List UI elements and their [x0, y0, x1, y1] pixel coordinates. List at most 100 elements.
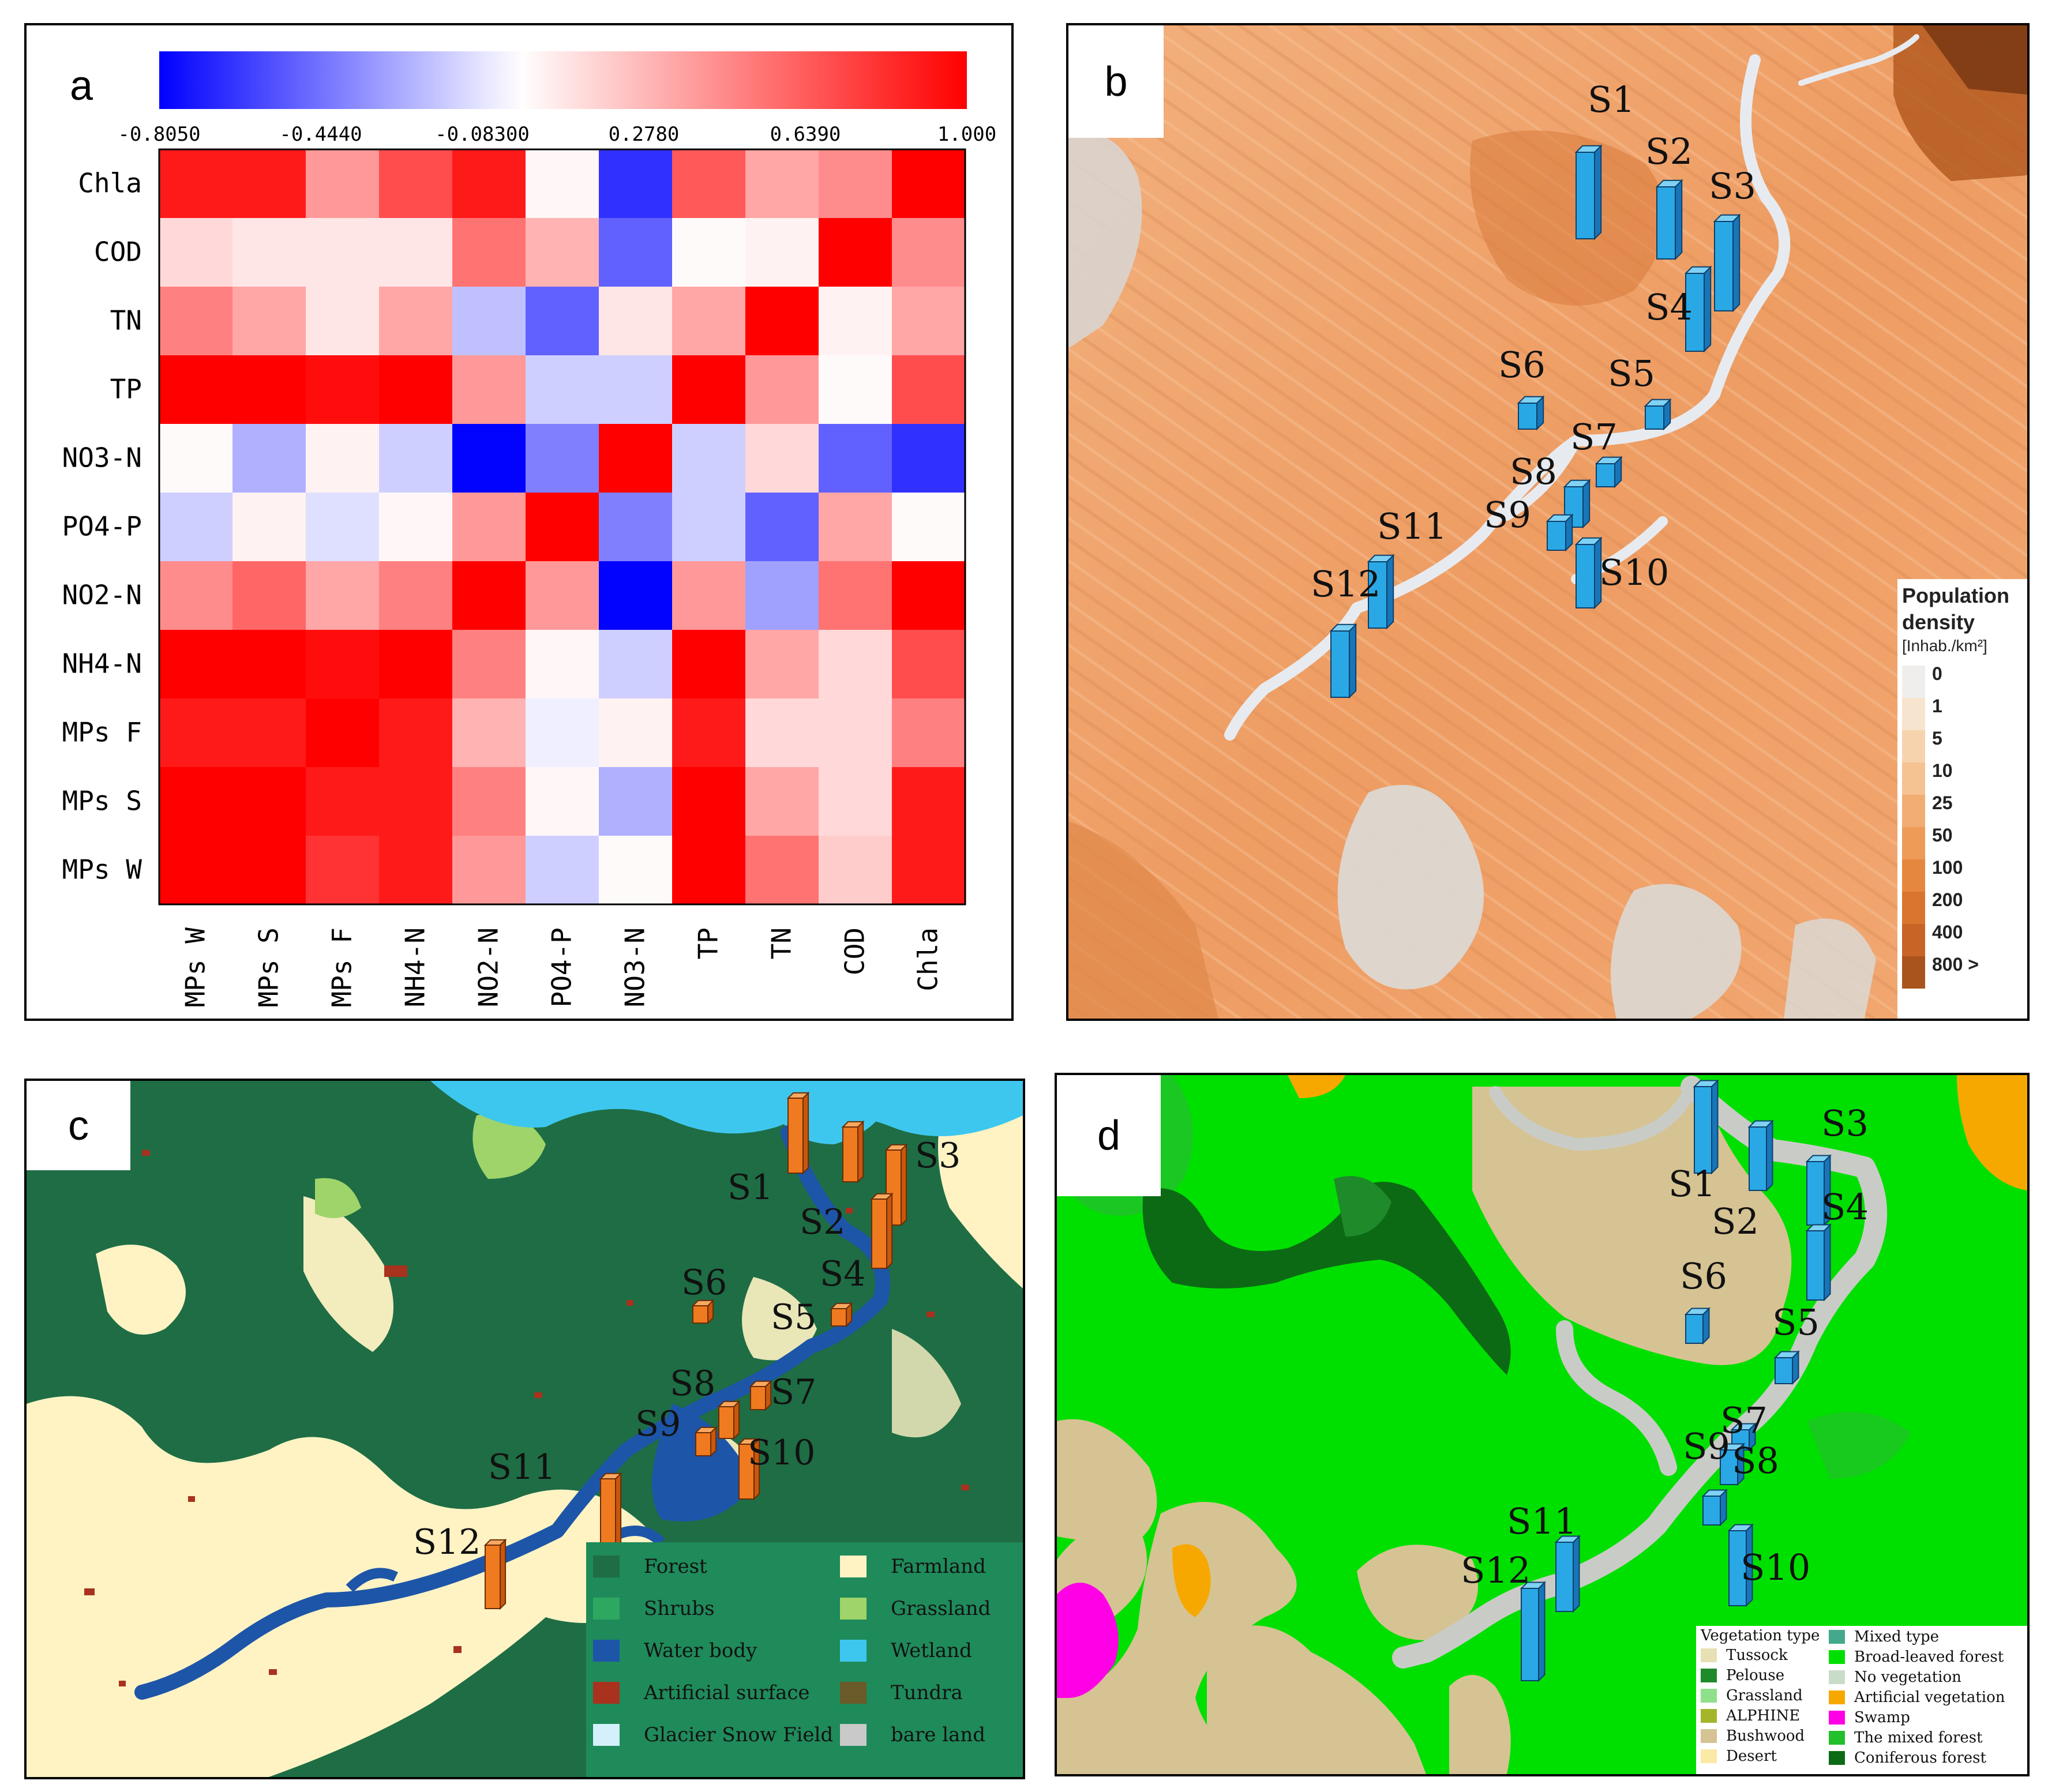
legend-item: Coniferous forest	[1829, 1749, 2025, 1767]
column-label: Chla	[913, 927, 944, 991]
legend-swatch	[1829, 1751, 1845, 1765]
heatmap-cell	[745, 698, 819, 768]
site-bar	[485, 1545, 501, 1609]
heatmap-cell	[452, 767, 526, 836]
panel-b: b S1 S2 S3 S4 S5 S6 S7 S8	[1066, 23, 2030, 1021]
heatmap-cell	[379, 698, 453, 768]
legend-label: Artificial surface	[644, 1681, 810, 1704]
legend-value: 50	[1932, 825, 1953, 846]
legend-title: Vegetation type	[1701, 1627, 1820, 1644]
legend-label: Desert	[1726, 1748, 1777, 1765]
legend-unit: [Inhab./km²]	[1902, 637, 1987, 655]
site-bar-side	[1766, 1119, 1773, 1192]
site-label: S5	[1772, 1301, 1820, 1343]
bushwood-area	[1207, 1625, 1426, 1774]
legend-label: Water body	[644, 1639, 757, 1662]
heatmap-cell	[892, 218, 966, 287]
site-bar	[1806, 1230, 1825, 1301]
heatmap-cell	[672, 561, 746, 630]
site-bar	[738, 1444, 755, 1500]
heatmap-cell	[892, 493, 966, 562]
legend-label: Forest	[644, 1555, 707, 1578]
low-density-area	[1611, 884, 1742, 1019]
heatmap-cell	[379, 287, 453, 356]
legend-item: Water body	[593, 1637, 757, 1665]
artificial-vegetation-area	[1957, 1075, 2027, 1190]
farmland-area	[303, 1196, 393, 1352]
site-bar	[1596, 463, 1615, 487]
heatmap-cell	[452, 630, 526, 699]
heatmap-cell	[526, 698, 599, 768]
heatmap-cell	[819, 836, 892, 905]
heatmap-cell	[452, 561, 526, 630]
column-label: NO2-N	[473, 927, 504, 1007]
site-label: S10	[748, 1433, 815, 1473]
site-label: S8	[1732, 1440, 1779, 1482]
site-bar	[1685, 1314, 1704, 1344]
site-label: S1	[727, 1167, 773, 1208]
site-label: S2	[800, 1202, 845, 1242]
row-label: MPs W	[62, 854, 142, 885]
legend-item: Grassland	[1701, 1687, 1897, 1704]
heatmap-cell	[745, 287, 819, 356]
colorbar-tick-label: 0.6390	[770, 123, 841, 146]
legend-value: 800 >	[1932, 954, 1979, 975]
heatmap-cell	[306, 561, 380, 630]
site-bar-side	[1675, 179, 1683, 261]
site-bar-side	[1538, 1581, 1546, 1682]
legend-item: ALPHINE	[1701, 1707, 1897, 1725]
site-bar-side	[1349, 623, 1357, 699]
site-bar	[1547, 521, 1566, 551]
heatmap-cell	[892, 836, 966, 905]
legend-label: Grassland	[1726, 1687, 1803, 1704]
dense-area	[1470, 130, 1666, 306]
heatmap-cell	[159, 149, 233, 219]
site-bar	[695, 1432, 711, 1456]
low-density-area	[1784, 918, 1876, 1019]
grassland-area	[472, 1113, 546, 1179]
site-bar	[1749, 1126, 1767, 1191]
heatmap-cell	[745, 630, 819, 699]
heatmap-cell	[892, 698, 966, 768]
heatmap-cell	[232, 424, 306, 493]
artificial-vegetation-area	[1172, 1544, 1211, 1617]
site-label: S4	[820, 1254, 865, 1294]
heatmap-cell	[599, 218, 673, 287]
legend-item: The mixed forest	[1829, 1729, 2025, 1746]
site-label: S10	[1741, 1546, 1810, 1588]
heatmap-cell	[892, 561, 966, 630]
colorbar-tick-label: -0.4440	[279, 123, 362, 146]
site-bar-side	[901, 1143, 907, 1227]
heatmap-cell	[306, 355, 380, 424]
heatmap-cell	[306, 218, 380, 287]
site-bar-side	[1704, 265, 1712, 353]
legend-swatch	[1902, 892, 1925, 924]
legend-label: Swamp	[1854, 1709, 1910, 1726]
row-label: MPs F	[62, 717, 142, 748]
legend-item: Artificial vegetation	[1829, 1689, 2025, 1706]
legend-label: Grassland	[891, 1597, 991, 1620]
panel-a: a -0.8050 -0.4440 -0.08300 0.2780 0.6390 1.00…	[24, 23, 1014, 1021]
legend-label: ALPHINE	[1726, 1707, 1801, 1725]
legend-item: Shrubs	[593, 1595, 715, 1622]
heatmap-cell	[819, 218, 892, 287]
heatmap-cell	[892, 424, 966, 493]
site-label: S5	[1608, 352, 1655, 395]
legend-swatch	[1902, 795, 1925, 827]
heatmap-cell	[672, 836, 746, 905]
site-bar-side	[500, 1538, 507, 1610]
water-body	[652, 1404, 753, 1521]
site-bar-side	[857, 1120, 864, 1184]
legend-swatch	[840, 1598, 867, 1620]
site-label: S9	[1683, 1425, 1730, 1467]
row-label: NO3-N	[62, 442, 142, 474]
heatmap-cell	[526, 561, 599, 630]
heatmap-cell	[526, 218, 599, 287]
heatmap-cell	[672, 149, 746, 219]
legend-swatch	[1829, 1690, 1845, 1704]
panel-a-letter: a	[50, 54, 113, 118]
heatmap-cell	[232, 767, 306, 836]
site-bar	[1555, 1542, 1574, 1612]
site-bar	[1576, 544, 1595, 608]
